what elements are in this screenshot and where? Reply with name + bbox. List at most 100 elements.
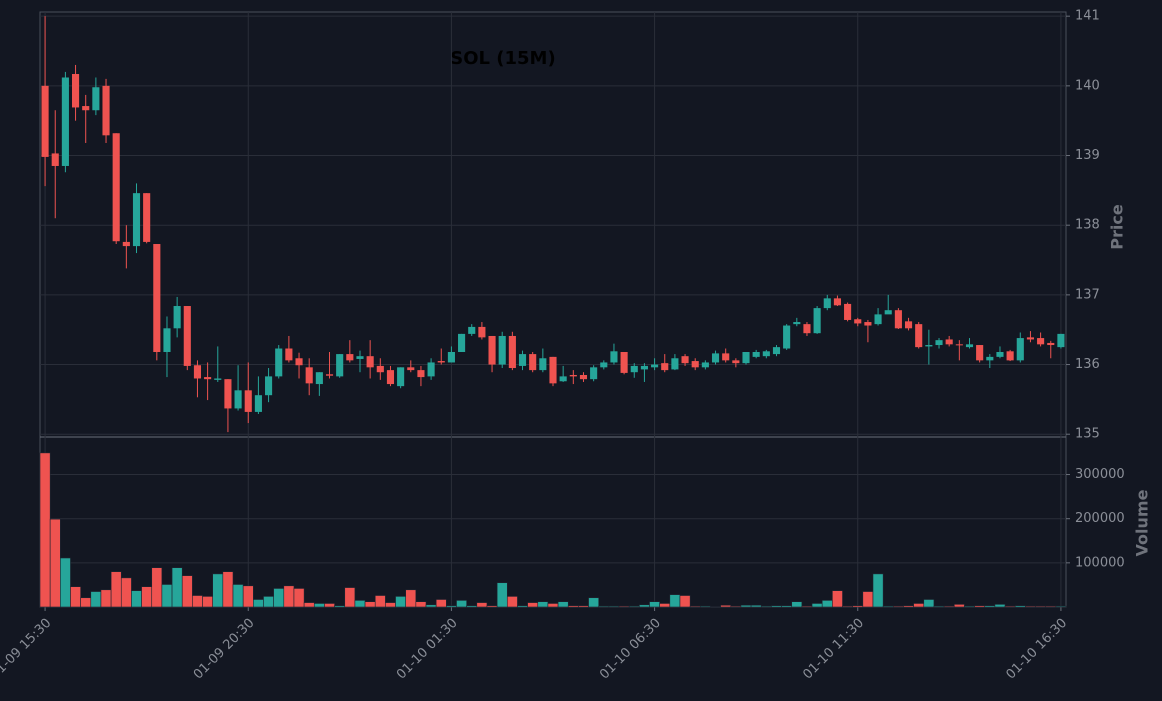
candle-body: [905, 321, 912, 328]
volume-bar: [70, 587, 80, 607]
volume-bar: [467, 606, 477, 607]
volume-bar: [568, 606, 578, 607]
volume-bar: [629, 606, 639, 607]
candle-body: [1047, 343, 1054, 345]
volume-bar: [832, 591, 842, 607]
volume-bar: [355, 600, 365, 607]
candle-body: [1057, 334, 1064, 347]
candle-body: [113, 133, 120, 241]
volume-bar: [456, 600, 466, 607]
volume-bar: [446, 606, 456, 607]
candle-body: [570, 375, 577, 376]
volume-bar: [1056, 606, 1066, 607]
candle-body: [549, 357, 556, 383]
volume-bar: [599, 606, 609, 607]
candle-body: [783, 326, 790, 349]
x-tick-label: 01-10 16:30: [1003, 616, 1070, 683]
candle-body: [610, 351, 617, 362]
volume-bar: [924, 599, 934, 607]
volume-bar: [944, 606, 954, 607]
y2-tick-label: 200000: [1075, 511, 1125, 526]
volume-bar: [172, 568, 182, 607]
candle-body: [367, 356, 374, 367]
candle-body: [976, 345, 983, 360]
candle-body: [478, 327, 485, 337]
volume-bar: [487, 606, 497, 607]
volume-bar: [50, 519, 60, 607]
candle-body: [1017, 338, 1024, 360]
candle-body: [214, 378, 221, 379]
candle-body: [285, 349, 292, 361]
volume-bar: [578, 606, 588, 607]
candle-body: [72, 74, 79, 107]
volume-bar: [385, 603, 395, 607]
candle-body: [631, 366, 638, 372]
candle-body: [102, 86, 109, 135]
candle-body: [875, 314, 882, 324]
volume-bar: [802, 606, 812, 607]
x-tick-label: 01-09 20:30: [191, 616, 258, 683]
candle-body: [123, 242, 130, 246]
volume-bar: [690, 606, 700, 607]
volume-bar: [1025, 606, 1035, 607]
volume-bar: [589, 598, 599, 607]
candle-body: [92, 87, 99, 110]
volume-bar: [203, 596, 213, 607]
candle-body: [52, 153, 59, 166]
candle-body: [133, 193, 140, 246]
candle-body: [194, 365, 201, 378]
volume-bar: [650, 602, 660, 607]
volume-bar: [934, 606, 944, 607]
volume-bar: [131, 591, 141, 607]
candle-body: [824, 298, 831, 308]
volume-bar: [294, 588, 304, 607]
candle-body: [265, 376, 272, 395]
x-tick-label: 01-10 06:30: [597, 616, 664, 683]
volume-bar: [426, 605, 436, 607]
volume-bar: [863, 592, 873, 607]
volume-bar: [660, 603, 670, 607]
volume-bar: [985, 606, 995, 607]
candle-body: [255, 395, 262, 412]
volume-bar: [995, 604, 1005, 607]
candle-body: [184, 306, 191, 366]
candle-body: [509, 336, 516, 368]
candle-body: [986, 357, 993, 360]
candle-body: [732, 360, 739, 363]
candle-body: [742, 352, 749, 363]
candle-body: [539, 358, 546, 370]
candle-body: [682, 356, 689, 363]
volume-bar: [111, 572, 121, 607]
volume-bar: [223, 572, 233, 607]
candle-body: [224, 379, 231, 408]
candle-body: [42, 86, 49, 157]
candle-body: [488, 336, 495, 365]
candle-body: [143, 193, 150, 242]
volume-bar: [284, 586, 294, 607]
volume-bar: [619, 606, 629, 607]
candle-body: [895, 310, 902, 328]
volume-bar: [182, 576, 192, 607]
y-axis-label: Price: [1108, 204, 1127, 250]
volume-bar: [497, 583, 507, 607]
y-tick-label: 136: [1075, 357, 1100, 372]
volume-bar: [741, 605, 751, 607]
volume-bar: [375, 596, 385, 607]
candle-body: [641, 366, 648, 369]
candle-body: [600, 362, 607, 367]
chart-title: SOL (15M): [450, 48, 555, 69]
volume-bar: [81, 598, 91, 607]
volume-bar: [822, 600, 832, 607]
volume-bar: [771, 606, 781, 607]
volume-bar: [233, 584, 243, 607]
candle-body: [428, 362, 435, 376]
volume-bar: [213, 574, 223, 607]
candle-body: [671, 358, 678, 369]
candle-body: [712, 353, 719, 362]
candle-body: [621, 352, 628, 373]
y-tick-label: 135: [1075, 427, 1100, 442]
volume-bar: [1015, 606, 1025, 607]
volume-bar: [680, 596, 690, 607]
candle-body: [885, 310, 892, 314]
volume-bar: [152, 568, 162, 607]
